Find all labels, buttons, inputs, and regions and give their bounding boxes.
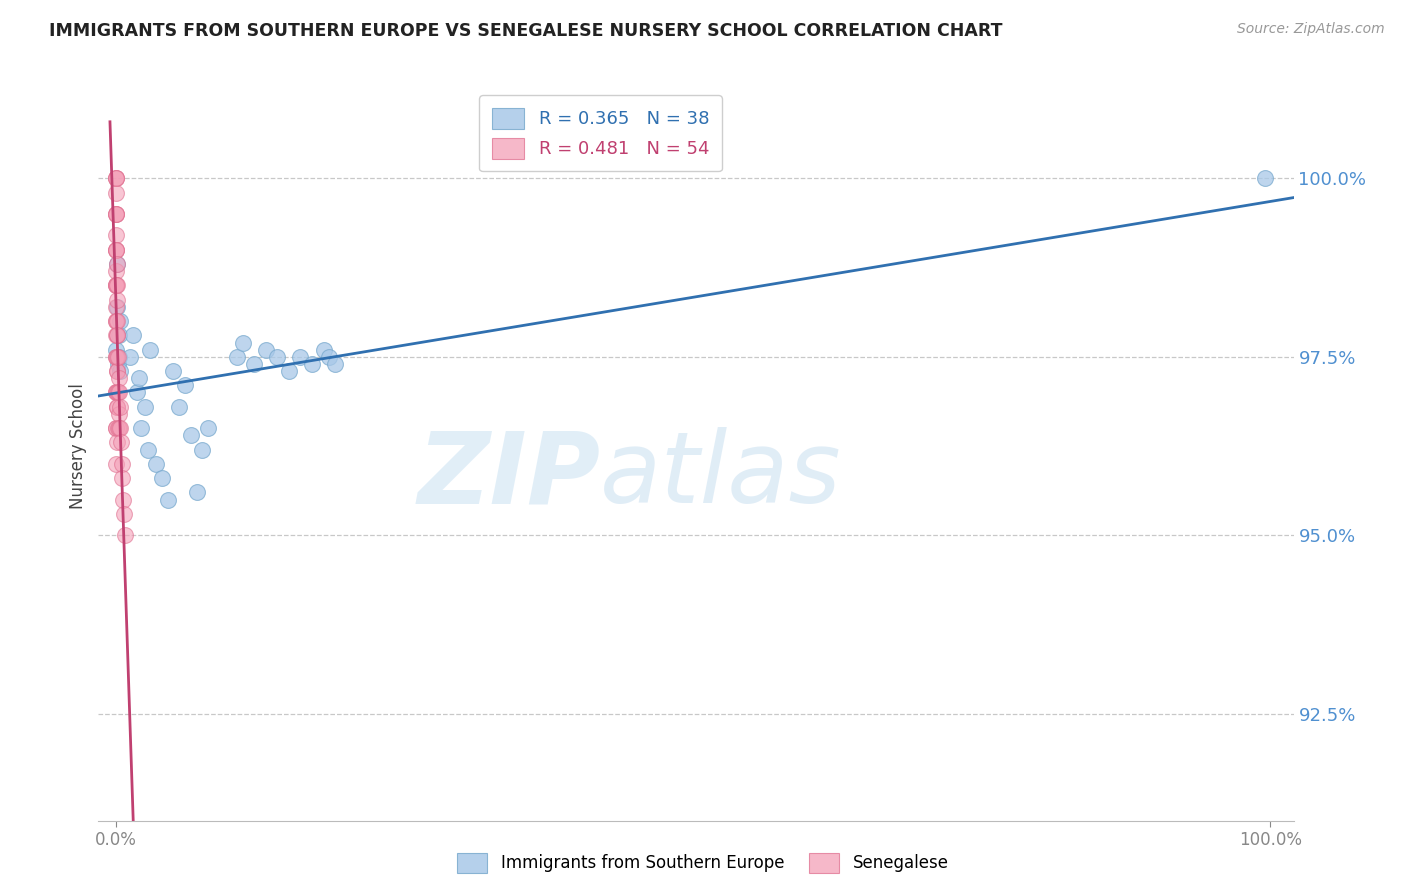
Point: [105, 300, 128, 314]
Point: [129, 421, 152, 435]
Point: [318, 350, 340, 364]
Legend: Immigrants from Southern Europe, Senegalese: Immigrants from Southern Europe, Senegal…: [451, 847, 955, 880]
Point: [107, 385, 129, 400]
Point: [104, 314, 127, 328]
Point: [266, 350, 288, 364]
Point: [105, 400, 128, 414]
Point: [107, 421, 129, 435]
Point: [301, 357, 323, 371]
Point: [167, 400, 190, 414]
Point: [104, 421, 127, 435]
Point: [111, 471, 134, 485]
Point: [150, 471, 173, 485]
Point: [105, 385, 128, 400]
Point: [105, 328, 128, 343]
Point: [104, 207, 127, 221]
Point: [290, 350, 312, 364]
Point: [139, 343, 162, 357]
Point: [232, 335, 254, 350]
Point: [107, 328, 129, 343]
Legend: R = 0.365   N = 38, R = 0.481   N = 54: R = 0.365 N = 38, R = 0.481 N = 54: [479, 95, 721, 171]
Point: [104, 328, 127, 343]
Point: [104, 278, 127, 293]
Point: [105, 435, 128, 450]
Point: [243, 357, 266, 371]
Point: [104, 171, 127, 186]
Point: [191, 442, 214, 457]
Y-axis label: Nursery School: Nursery School: [69, 383, 87, 509]
Point: [226, 350, 249, 364]
Point: [107, 407, 129, 421]
Point: [105, 243, 128, 257]
Point: [105, 257, 128, 271]
Point: [107, 371, 129, 385]
Point: [112, 507, 135, 521]
Point: [104, 186, 127, 200]
Point: [134, 400, 156, 414]
Text: ZIP: ZIP: [418, 427, 600, 524]
Point: [136, 442, 159, 457]
Point: [107, 400, 129, 414]
Point: [108, 385, 131, 400]
Point: [104, 243, 127, 257]
Point: [105, 207, 128, 221]
Point: [105, 278, 128, 293]
Point: [105, 343, 128, 357]
Point: [110, 364, 132, 378]
Point: [105, 457, 128, 471]
Point: [108, 350, 131, 364]
Point: [105, 385, 128, 400]
Point: [104, 228, 127, 243]
Point: [1253, 171, 1275, 186]
Point: [180, 428, 202, 442]
Point: [104, 264, 127, 278]
Point: [186, 485, 208, 500]
Point: [278, 364, 301, 378]
Text: Source: ZipAtlas.com: Source: ZipAtlas.com: [1237, 22, 1385, 37]
Point: [105, 421, 128, 435]
Point: [110, 421, 132, 435]
Point: [312, 343, 335, 357]
Point: [104, 350, 127, 364]
Text: atlas: atlas: [600, 427, 842, 524]
Point: [104, 171, 127, 186]
Point: [107, 357, 129, 371]
Point: [104, 243, 127, 257]
Point: [108, 400, 131, 414]
Point: [107, 328, 129, 343]
Point: [128, 371, 150, 385]
Point: [104, 171, 127, 186]
Point: [104, 207, 127, 221]
Point: [105, 314, 128, 328]
Point: [105, 350, 128, 364]
Point: [110, 457, 132, 471]
Text: IMMIGRANTS FROM SOUTHERN EUROPE VS SENEGALESE NURSERY SCHOOL CORRELATION CHART: IMMIGRANTS FROM SOUTHERN EUROPE VS SENEG…: [49, 22, 1002, 40]
Point: [110, 435, 132, 450]
Point: [107, 364, 129, 378]
Point: [105, 293, 128, 307]
Point: [125, 385, 148, 400]
Point: [145, 457, 167, 471]
Point: [107, 350, 129, 364]
Point: [104, 300, 127, 314]
Point: [197, 421, 219, 435]
Point: [105, 350, 128, 364]
Point: [323, 357, 346, 371]
Point: [105, 257, 128, 271]
Point: [108, 314, 131, 328]
Point: [118, 350, 141, 364]
Point: [105, 364, 128, 378]
Point: [122, 328, 145, 343]
Point: [105, 278, 128, 293]
Point: [104, 385, 127, 400]
Point: [156, 492, 179, 507]
Point: [254, 343, 277, 357]
Point: [162, 364, 184, 378]
Point: [114, 528, 136, 542]
Point: [108, 421, 131, 435]
Point: [105, 314, 128, 328]
Point: [174, 378, 197, 392]
Point: [104, 278, 127, 293]
Point: [111, 492, 134, 507]
